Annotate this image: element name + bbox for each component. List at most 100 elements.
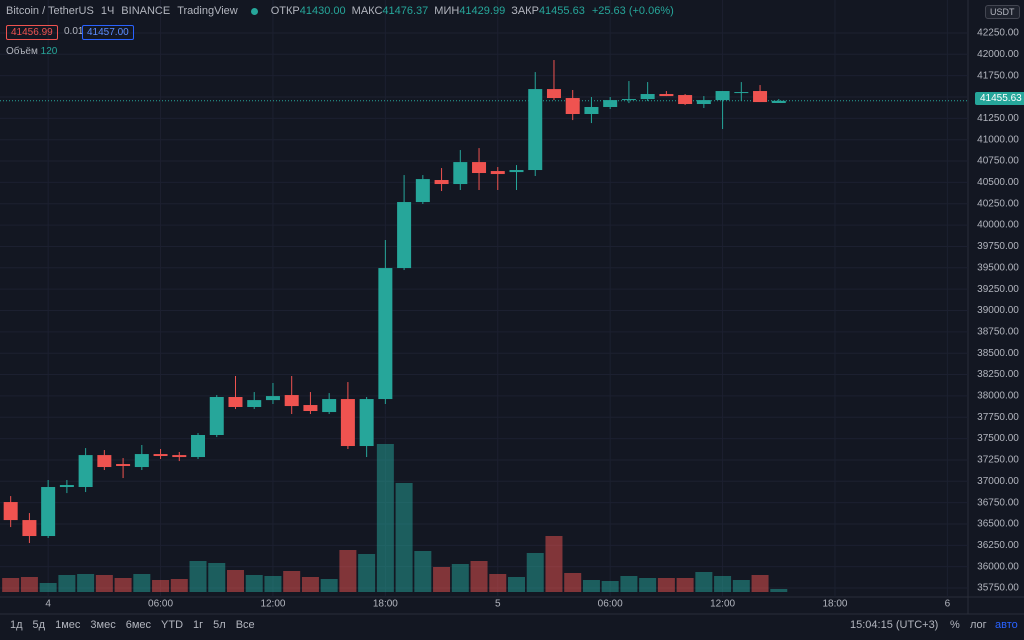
volume-bar [564,573,582,592]
volume-bar [133,574,151,592]
y-tick-label: 39000.00 [977,305,1019,316]
candle-body [678,95,693,105]
range-button[interactable]: 5л [213,619,226,631]
ohlc: ОТКР41430.00 МАКС41476.37 МИН41429.99 ЗАКР4… [271,5,585,17]
candle-body [3,502,18,521]
ohlc-label: МИН [434,5,460,17]
range-button[interactable]: YTD [161,619,184,631]
volume-bar [264,576,282,592]
volume-bar [39,583,57,592]
y-tick-label: 36500.00 [977,519,1019,530]
y-tick-label: 40750.00 [977,156,1019,167]
ohlc-label: ОТКР [270,5,300,17]
candle-body [528,89,543,171]
range-button[interactable]: 5д [32,619,46,631]
x-tick-label: 18:00 [373,599,398,610]
symbol: Bitcoin / TetherUS [6,5,94,17]
volume-bar [395,483,413,592]
y-tick-label: 39750.00 [977,241,1019,252]
candle-body [359,399,374,447]
candle-body [696,100,711,105]
candle-body [472,162,487,174]
volume-bar [639,578,657,592]
range-button[interactable]: 1г [193,619,204,631]
candle-body [59,485,74,488]
y-tick-label: 37750.00 [977,412,1019,423]
y-tick-label: 39500.00 [977,262,1019,273]
y-tick-label: 42000.00 [977,49,1019,60]
ohlc-value: 41455.63 [538,5,585,17]
y-tick-label: 41000.00 [977,134,1019,145]
volume-bar [358,554,376,592]
range-button[interactable]: Все [235,619,255,631]
candle-body [415,179,430,203]
percent-button[interactable]: % [950,619,960,631]
exchange: BINANCE [121,5,171,17]
volume-value: 120 [40,46,58,57]
clock: 15:04:15 (UTC+3) [850,619,939,631]
ohlc-item: МАКС41476.37 [352,5,429,17]
y-tick-label: 36250.00 [977,540,1019,551]
y-tick-label: 36000.00 [977,561,1019,572]
candle-body [378,268,393,400]
range-buttons: 1д 5д 1мес 3мес 6мес YTD 1г 5л Все [10,619,255,631]
volume-bar [414,551,432,592]
candle-body [116,464,131,467]
x-tick-label: 4 [45,599,51,610]
y-tick-label: 40500.00 [977,177,1019,188]
y-tick-label: 38500.00 [977,348,1019,359]
range-button[interactable]: 3мес [90,619,116,631]
range-button[interactable]: 6мес [125,619,152,631]
candle-body [191,435,206,458]
ohlc-item: ЗАКР41455.63 [511,5,585,17]
candle-body [771,100,786,103]
y-tick-label: 38250.00 [977,369,1019,380]
auto-button[interactable]: авто [995,619,1018,631]
volume-bar [58,575,76,592]
volume-bar [451,564,469,592]
volume-bar [714,576,732,592]
candle-body [97,455,112,468]
currency-button[interactable]: USDT [985,5,1020,19]
ohlc-label: ЗАКР [511,5,539,17]
volume-bar [114,578,132,592]
range-button[interactable]: 1д [10,619,23,631]
volume-bar [189,561,207,592]
volume-bar [245,575,263,592]
ask[interactable]: 41457.00 [82,25,134,40]
range-button[interactable]: 1мес [55,619,81,631]
x-tick-label: 06:00 [598,599,623,610]
interval: 1Ч [100,5,115,17]
bid[interactable]: 41456.99 [6,25,58,40]
candle-body [209,397,224,436]
ohlc-item: ОТКР41430.00 [271,5,346,17]
candle-body [453,162,468,185]
candle-body [41,487,56,537]
candle-body [659,94,674,97]
candle-body [565,98,580,115]
volume-bar [526,553,544,592]
ohlc-value: 41429.99 [459,5,506,17]
candle-body [172,455,187,458]
candle-body [22,520,37,537]
x-tick-label: 18:00 [822,599,847,610]
y-tick-label: 40000.00 [977,220,1019,231]
status-dot [250,7,258,15]
candle-body [247,400,262,407]
volume-bar [508,577,526,592]
volume-bar [301,577,319,592]
y-tick-label: 37500.00 [977,433,1019,444]
candle-body [640,94,655,100]
volume-bar [545,536,563,592]
candle-body [284,395,299,407]
log-button[interactable]: лог [970,619,987,631]
candle-body [603,100,618,108]
candle-body [546,89,561,99]
candle-body [621,99,636,101]
change: +25.63 (+0.06%) [591,5,674,17]
candle-body [434,180,449,185]
candle-body [753,91,768,103]
candle-body [322,399,337,413]
candle-body [303,405,318,412]
ohlc-value: 41430.00 [299,5,346,17]
